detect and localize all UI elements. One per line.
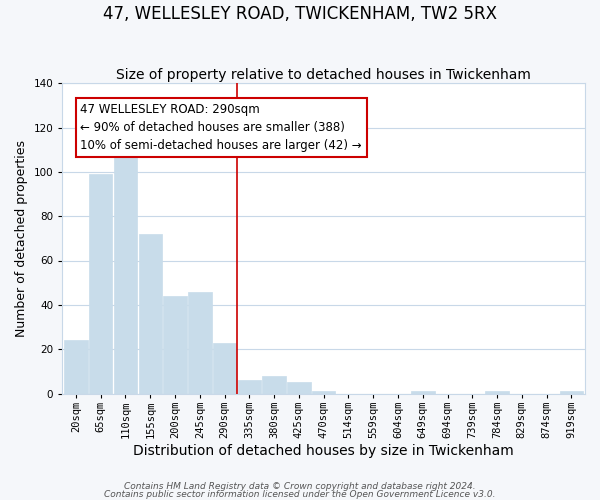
Bar [213, 342, 236, 394]
Bar [485, 392, 509, 394]
Title: Size of property relative to detached houses in Twickenham: Size of property relative to detached ho… [116, 68, 531, 82]
Y-axis label: Number of detached properties: Number of detached properties [15, 140, 28, 337]
Bar [262, 376, 286, 394]
Bar [188, 292, 212, 394]
Bar [163, 296, 187, 394]
X-axis label: Distribution of detached houses by size in Twickenham: Distribution of detached houses by size … [133, 444, 514, 458]
Bar [411, 392, 434, 394]
Bar [64, 340, 88, 394]
Bar [560, 392, 583, 394]
Bar [287, 382, 311, 394]
Bar [312, 392, 335, 394]
Text: 47 WELLESLEY ROAD: 290sqm
← 90% of detached houses are smaller (388)
10% of semi: 47 WELLESLEY ROAD: 290sqm ← 90% of detac… [80, 103, 362, 152]
Bar [114, 156, 137, 394]
Text: Contains public sector information licensed under the Open Government Licence v3: Contains public sector information licen… [104, 490, 496, 499]
Bar [89, 174, 112, 394]
Bar [238, 380, 261, 394]
Text: 47, WELLESLEY ROAD, TWICKENHAM, TW2 5RX: 47, WELLESLEY ROAD, TWICKENHAM, TW2 5RX [103, 5, 497, 23]
Bar [139, 234, 162, 394]
Text: Contains HM Land Registry data © Crown copyright and database right 2024.: Contains HM Land Registry data © Crown c… [124, 482, 476, 491]
